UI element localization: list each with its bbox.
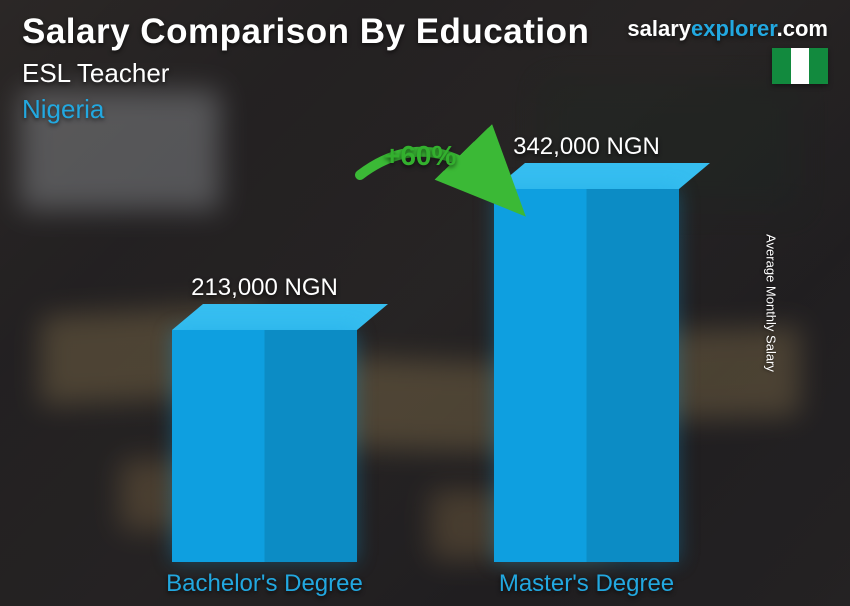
bar-bachelors: 213,000 NGN Bachelor's Degree — [172, 330, 357, 562]
flag-stripe — [791, 48, 810, 84]
bar-top-face — [172, 304, 388, 330]
chart-canvas: Salary Comparison By Education ESL Teach… — [0, 0, 850, 606]
flag-stripe — [772, 48, 791, 84]
brand-logo: salaryexplorer.com — [627, 16, 828, 42]
page-title: Salary Comparison By Education — [22, 12, 589, 52]
bar-category-label: Bachelor's Degree — [135, 570, 395, 598]
nigeria-flag-icon — [772, 48, 828, 84]
bar-value-label: 342,000 NGN — [457, 133, 717, 161]
bar-value-label: 213,000 NGN — [135, 274, 395, 302]
bar-top-face — [494, 163, 710, 189]
bar-front-face — [172, 330, 357, 562]
job-subtitle: ESL Teacher — [22, 58, 169, 89]
percent-increase-label: +60% — [384, 140, 456, 172]
bar-category-label: Master's Degree — [457, 570, 717, 598]
y-axis-label: Average Monthly Salary — [764, 234, 779, 372]
brand-part1: salary — [627, 16, 691, 41]
bar-masters: 342,000 NGN Master's Degree — [494, 189, 679, 562]
bar-front-face — [494, 189, 679, 562]
brand-part3: .com — [777, 16, 828, 41]
flag-stripe — [809, 48, 828, 84]
brand-part2: explorer — [691, 16, 777, 41]
country-subtitle: Nigeria — [22, 94, 104, 125]
